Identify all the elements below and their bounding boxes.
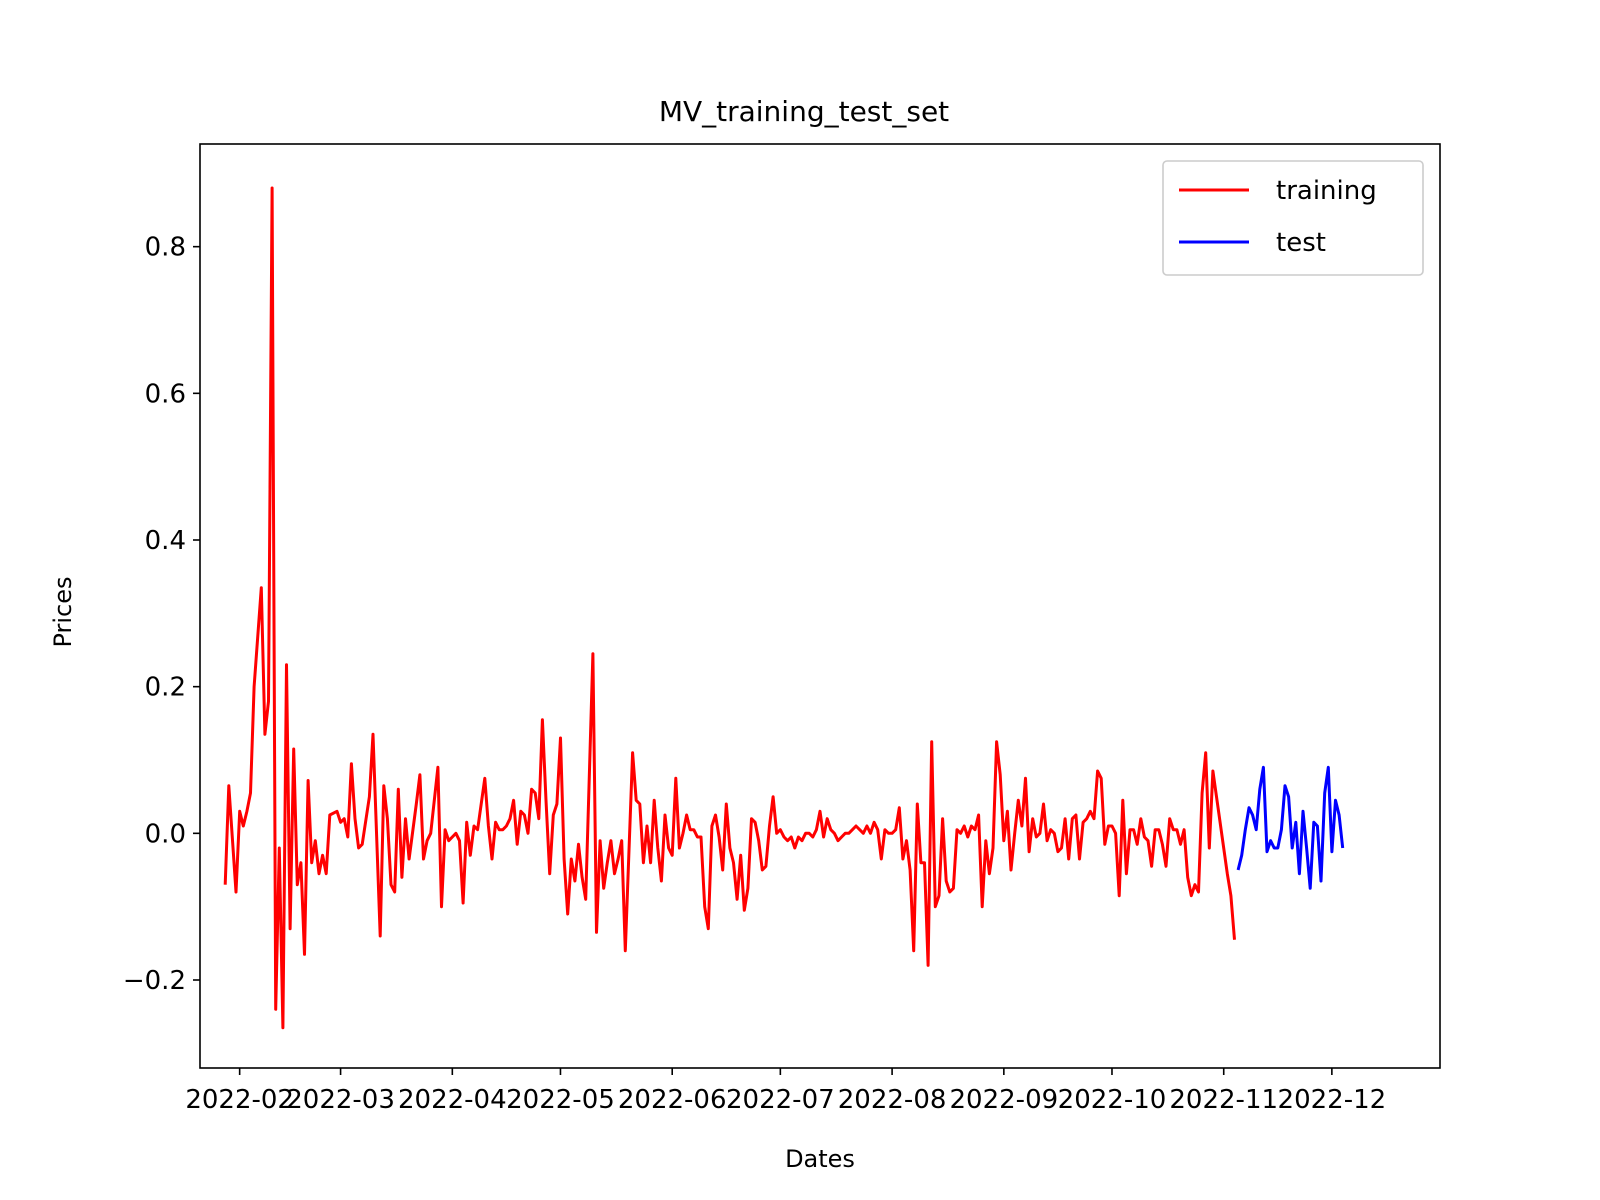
x-axis-label: Dates [785, 1145, 855, 1173]
series-layer [223, 186, 1345, 1030]
x-tick-label: 2022-08 [838, 1085, 947, 1115]
x-tick-label: 2022-02 [185, 1085, 294, 1115]
chart-title: MV_training_test_set [659, 95, 949, 128]
y-tick-label: −0.2 [123, 966, 186, 996]
y-axis: −0.2 0.0 0.2 0.4 0.6 0.8 [123, 233, 200, 996]
x-tick-label: 2022-09 [950, 1085, 1059, 1115]
y-tick-label: 0.8 [145, 233, 186, 263]
y-axis-label: Prices [49, 576, 77, 647]
series-line-test [1236, 765, 1345, 890]
y-tick-label: 0.2 [145, 673, 186, 703]
x-tick-label: 2022-05 [506, 1085, 615, 1115]
legend-test-label: test [1276, 228, 1326, 258]
y-tick-label: 0.6 [145, 379, 186, 409]
x-tick-label: 2022-11 [1169, 1085, 1278, 1115]
legend-training-label: training [1276, 176, 1377, 206]
x-tick-label: 2022-04 [398, 1085, 507, 1115]
y-tick-label: 0.0 [145, 819, 186, 849]
x-tick-label: 2022-12 [1278, 1085, 1387, 1115]
legend: training test [1162, 160, 1424, 276]
plot-frame [199, 143, 1441, 1069]
x-tick-label: 2022-06 [618, 1085, 727, 1115]
x-tick-label: 2022-07 [726, 1085, 835, 1115]
y-tick-label: 0.4 [145, 526, 186, 556]
x-tick-label: 2022-10 [1058, 1085, 1167, 1115]
x-tick-label: 2022-03 [286, 1085, 395, 1115]
series-line-training [223, 186, 1236, 1030]
